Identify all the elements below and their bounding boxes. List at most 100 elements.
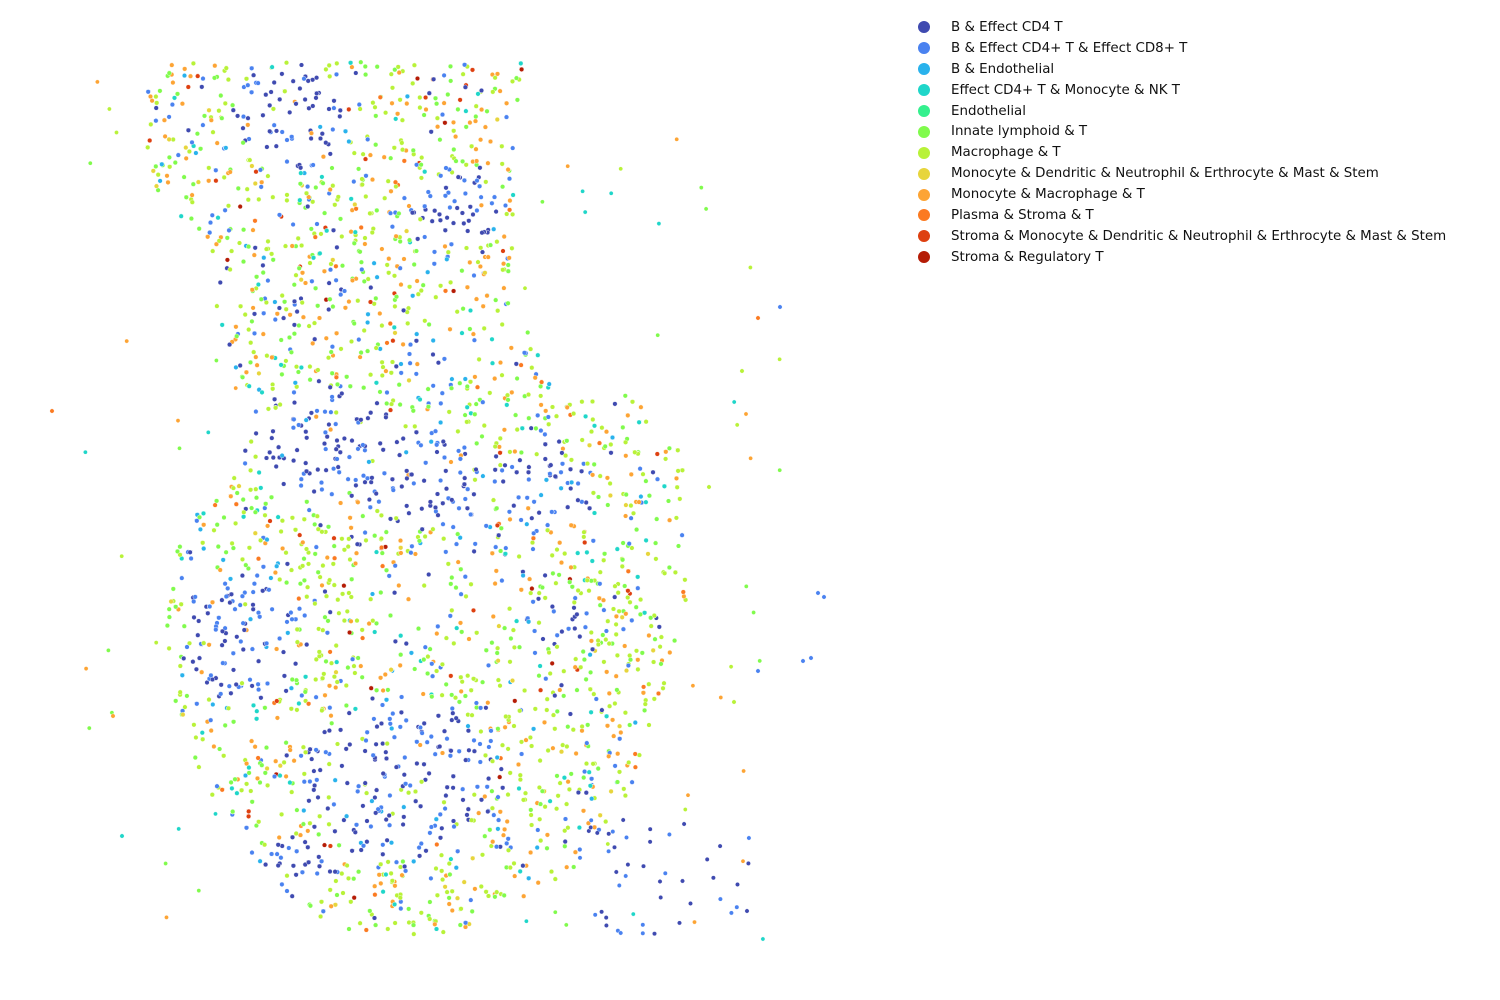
- scatter-point: [240, 374, 246, 380]
- scatter-point: [373, 741, 379, 747]
- scatter-point: [581, 534, 587, 540]
- scatter-point: [166, 154, 172, 160]
- scatter-point: [547, 671, 553, 677]
- scatter-point: [538, 393, 544, 399]
- scatter-point: [274, 128, 280, 134]
- scatter-point: [603, 637, 609, 643]
- scatter-point: [242, 601, 248, 607]
- points-layer: [49, 59, 827, 942]
- scatter-point: [673, 515, 679, 521]
- scatter-point: [331, 466, 337, 472]
- scatter-point: [486, 744, 492, 750]
- scatter-point: [562, 828, 568, 834]
- scatter-point: [448, 459, 454, 465]
- scatter-point: [480, 473, 486, 479]
- scatter-point: [419, 155, 425, 161]
- scatter-point: [478, 729, 484, 735]
- scatter-point: [657, 644, 663, 650]
- scatter-point: [422, 644, 428, 650]
- scatter-point: [577, 847, 583, 853]
- scatter-point: [471, 337, 477, 343]
- scatter-point: [426, 572, 432, 578]
- scatter-point: [365, 320, 371, 326]
- scatter-point: [517, 457, 523, 463]
- scatter-point: [341, 436, 347, 442]
- scatter-point: [449, 908, 455, 914]
- scatter-point: [454, 625, 460, 631]
- scatter-point: [346, 299, 352, 305]
- scatter-point: [613, 621, 619, 627]
- scatter-point: [412, 551, 418, 557]
- scatter-point: [240, 620, 246, 626]
- scatter-plot: [49, 59, 827, 942]
- scatter-point: [283, 358, 289, 364]
- scatter-point: [622, 393, 628, 399]
- scatter-point: [149, 98, 155, 104]
- scatter-point: [300, 539, 306, 545]
- scatter-point: [379, 246, 385, 252]
- scatter-point: [449, 376, 455, 382]
- scatter-point: [439, 825, 445, 831]
- scatter-point: [498, 360, 504, 366]
- scatter-point: [489, 336, 495, 342]
- scatter-point: [298, 277, 304, 283]
- scatter-point: [304, 435, 310, 441]
- scatter-point: [353, 70, 359, 76]
- scatter-point: [295, 369, 301, 375]
- scatter-point: [374, 549, 380, 555]
- scatter-point: [328, 713, 334, 719]
- scatter-point: [393, 116, 399, 122]
- scatter-point: [488, 843, 494, 849]
- scatter-point: [246, 327, 252, 333]
- scatter-point: [458, 688, 464, 694]
- scatter-point: [170, 80, 176, 86]
- scatter-point: [313, 184, 319, 190]
- scatter-point: [249, 318, 255, 324]
- scatter-point: [326, 355, 332, 361]
- scatter-point: [588, 630, 594, 636]
- scatter-point: [417, 742, 423, 748]
- scatter-point: [473, 401, 479, 407]
- scatter-plot-area: [49, 59, 827, 942]
- scatter-point: [298, 753, 304, 759]
- scatter-point: [411, 480, 417, 486]
- scatter-point: [276, 835, 282, 841]
- scatter-point: [454, 309, 460, 315]
- scatter-point: [403, 423, 409, 429]
- scatter-point: [499, 372, 505, 378]
- scatter-point: [234, 634, 240, 640]
- scatter-point: [318, 231, 324, 237]
- scatter-point: [361, 278, 367, 284]
- scatter-point: [314, 75, 320, 81]
- scatter-point: [323, 335, 329, 341]
- scatter-point: [486, 662, 492, 668]
- scatter-point: [468, 308, 474, 314]
- scatter-point: [568, 486, 574, 492]
- scatter-point: [380, 842, 386, 848]
- scatter-point: [326, 422, 332, 428]
- scatter-point: [466, 747, 472, 753]
- scatter-point: [183, 145, 189, 151]
- scatter-point: [370, 696, 376, 702]
- scatter-point: [536, 596, 542, 602]
- scatter-point: [564, 864, 570, 870]
- scatter-point: [592, 423, 598, 429]
- scatter-point: [166, 606, 172, 612]
- scatter-point: [465, 712, 471, 718]
- scatter-point: [330, 126, 336, 132]
- scatter-point: [267, 128, 273, 134]
- scatter-point: [624, 668, 630, 674]
- scatter-point: [406, 906, 412, 912]
- scatter-point: [456, 448, 462, 454]
- scatter-point: [565, 825, 571, 831]
- scatter-point: [414, 162, 420, 168]
- scatter-point: [440, 877, 446, 883]
- scatter-point: [510, 145, 516, 151]
- scatter-point: [265, 278, 271, 284]
- scatter-point: [420, 691, 426, 697]
- scatter-point: [455, 559, 461, 565]
- scatter-point: [448, 78, 454, 84]
- scatter-point: [233, 364, 239, 370]
- scatter-point: [462, 412, 468, 418]
- scatter-point: [428, 875, 434, 881]
